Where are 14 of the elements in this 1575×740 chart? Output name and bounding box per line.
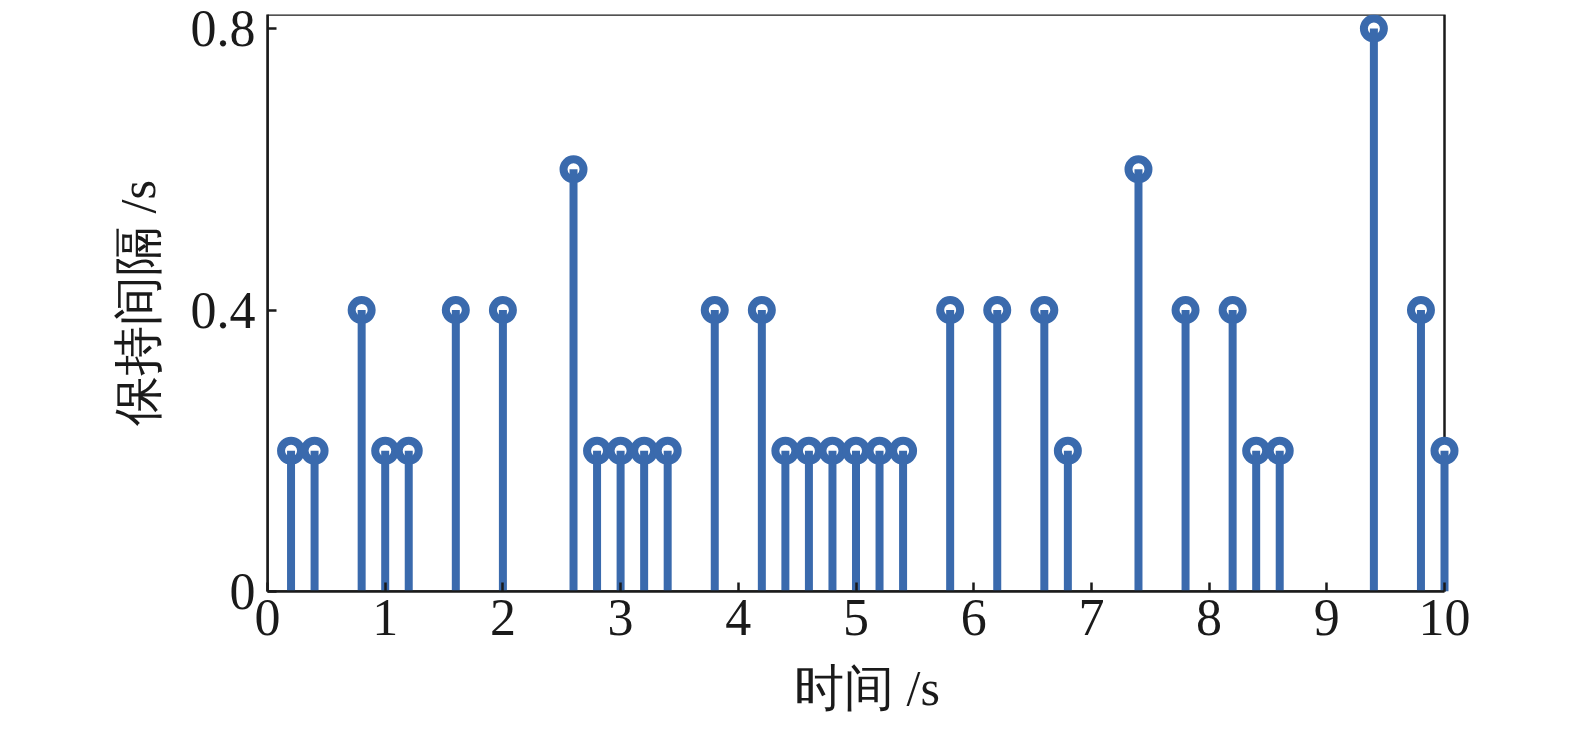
x-axis-title: 时间 /s [794, 659, 940, 716]
y-axis-title: 保持间隔 /s [109, 180, 166, 426]
x-tick-label: 8 [1196, 588, 1223, 646]
x-tick-label: 7 [1078, 588, 1105, 646]
x-tick-label: 9 [1313, 588, 1340, 646]
x-tick-label: 5 [843, 588, 869, 646]
x-tick-label: 10 [1418, 588, 1471, 646]
x-tick-label: 6 [960, 588, 987, 646]
x-tick-label: 2 [489, 588, 516, 646]
y-tick-label: 0.4 [190, 281, 256, 339]
x-tick-label: 1 [372, 588, 399, 646]
y-tick-label: 0.8 [190, 0, 256, 58]
x-tick-label: 4 [725, 588, 752, 646]
x-tick-label: 3 [607, 588, 634, 646]
